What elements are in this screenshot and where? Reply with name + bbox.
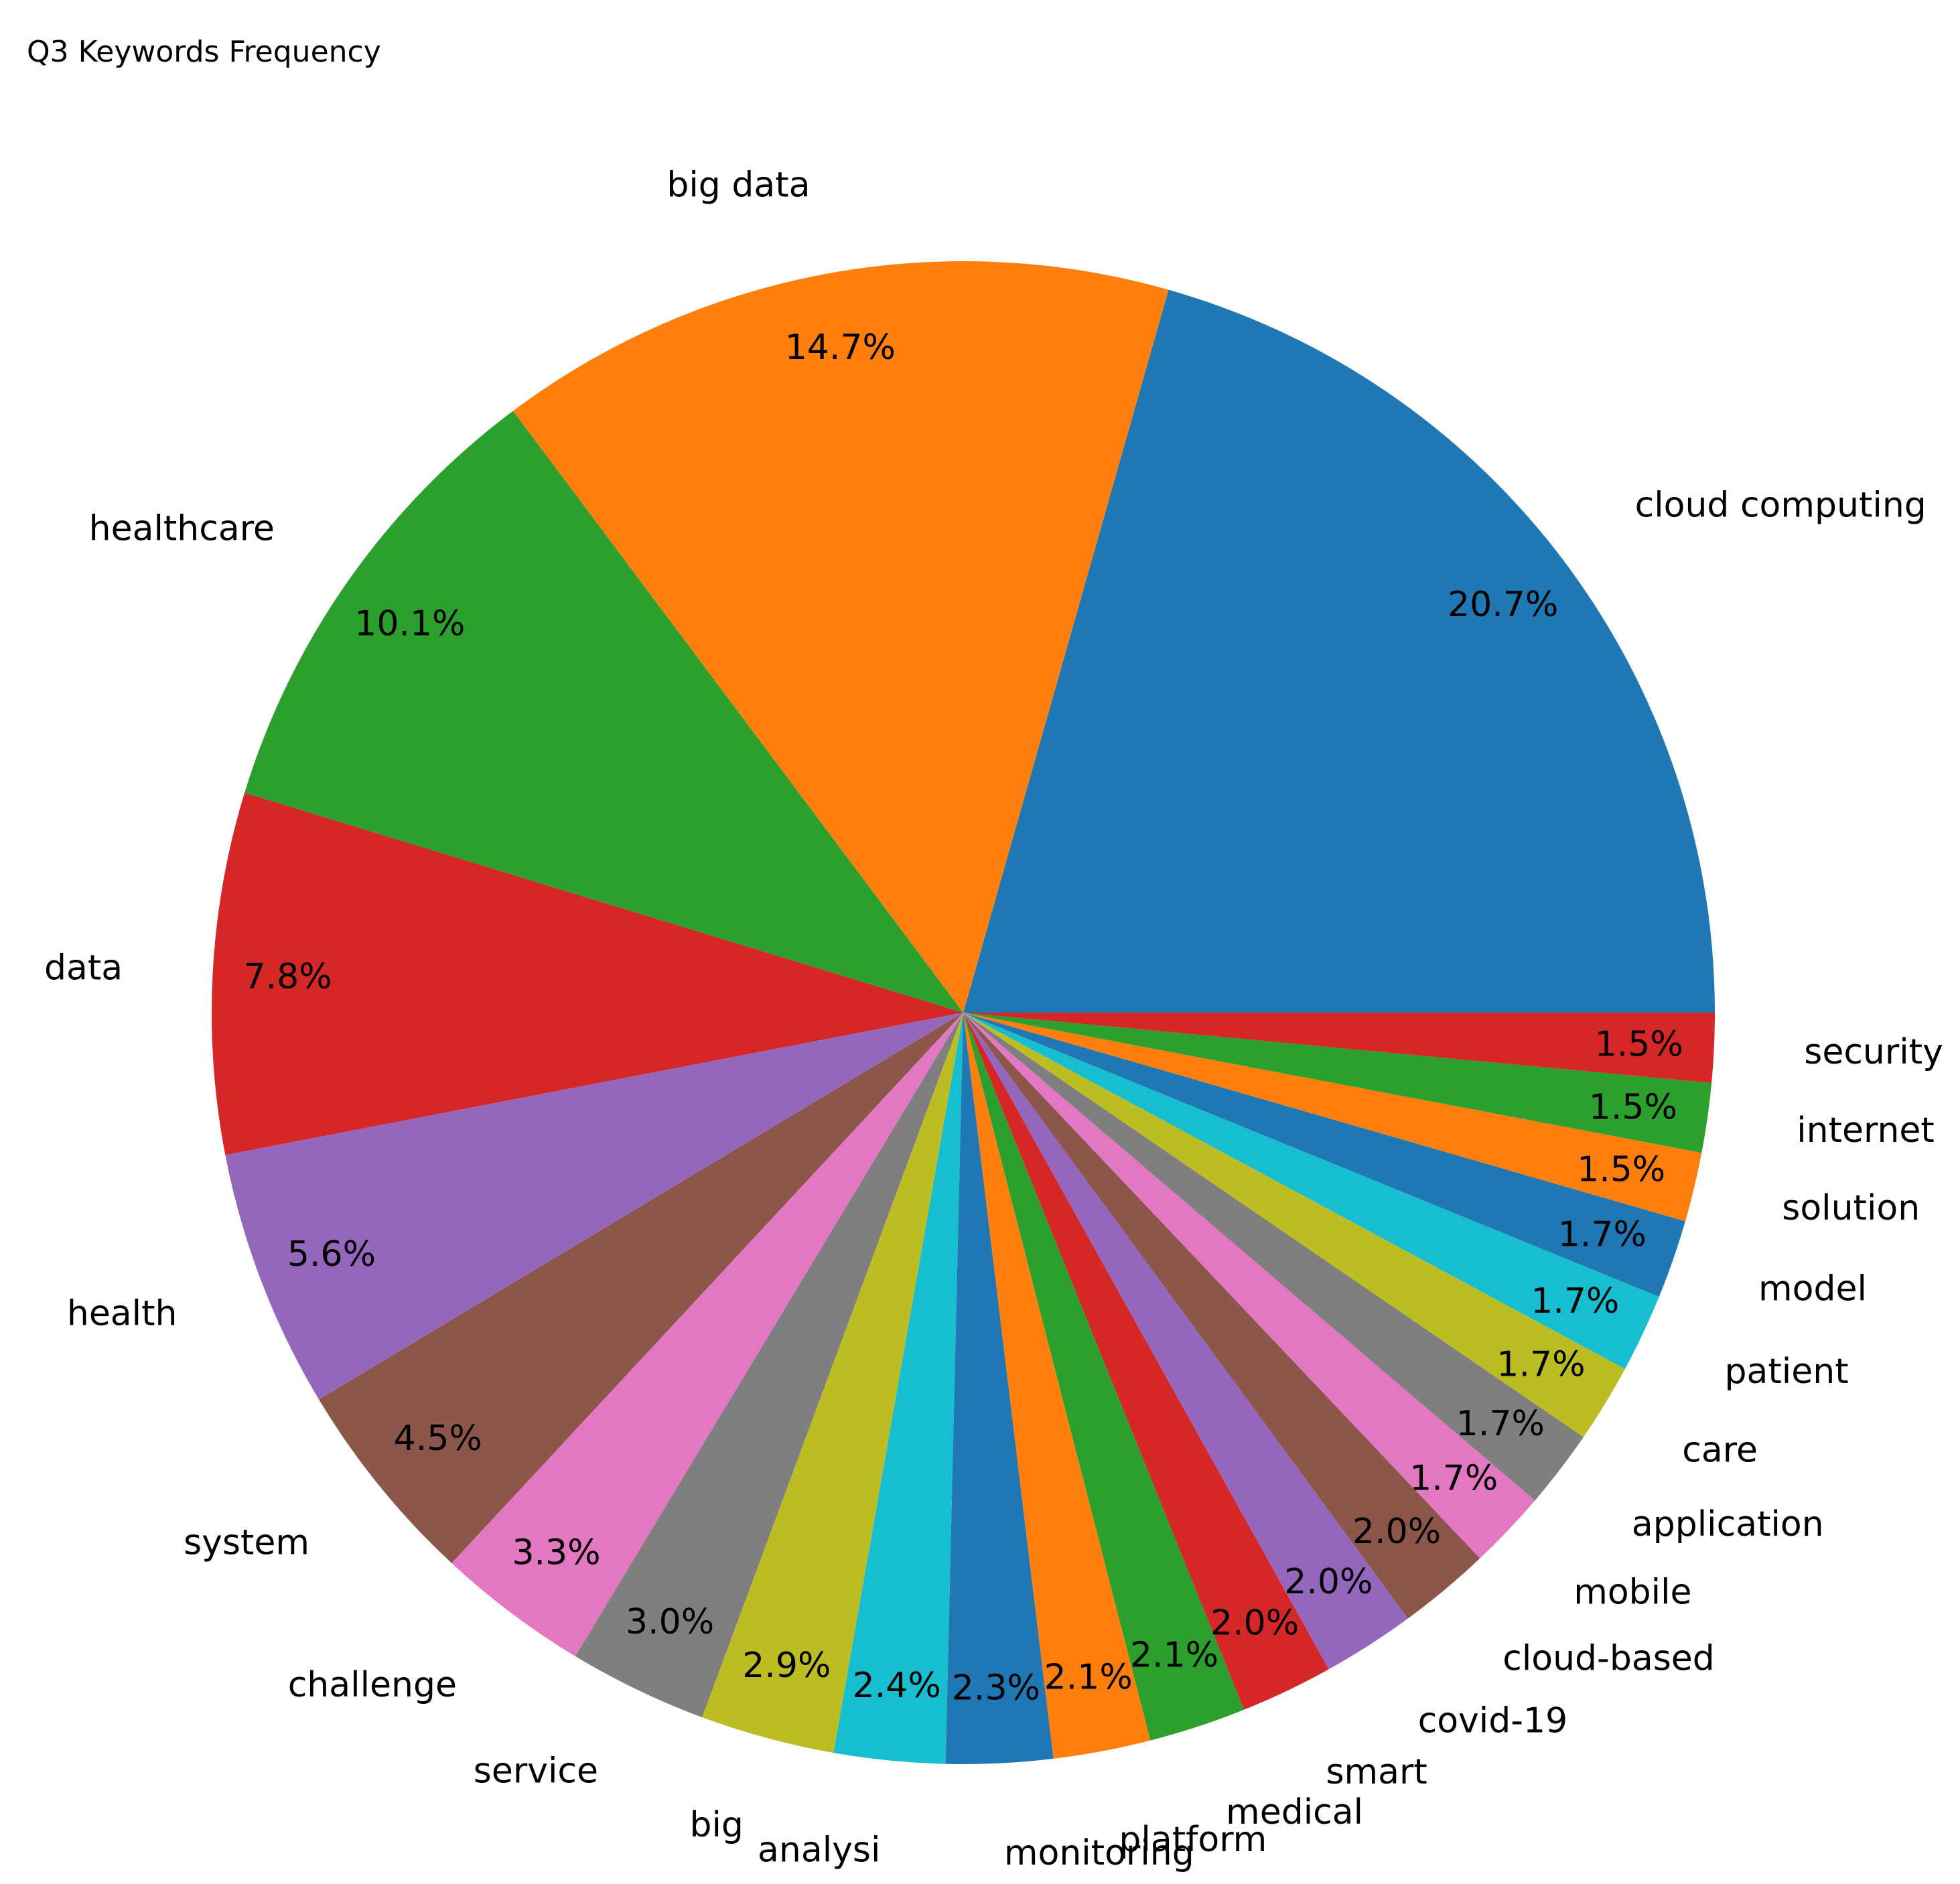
slice-category-label: monitoring [1004,1833,1194,1873]
pie-slice-internet [963,1013,1712,1153]
pie-slice-platform [963,1013,1151,1759]
slice-category-label: patient [1725,1352,1849,1392]
pie-slices [212,261,1715,1764]
pie-slice-patient [963,1013,1659,1369]
pie-slice-health [225,1013,963,1400]
slice-percent-label: 2.1% [1044,1657,1133,1697]
slice-category-label: challenge [288,1665,457,1705]
pie-labels: 20.7% cloud computing 14.7% big data 10.1% he… [44,165,1943,1873]
slice-category-label: big [689,1805,743,1845]
slice-percent-label: 2.9% [742,1646,831,1686]
slice-category-label: big data [667,165,810,205]
slice-category-label: solution [1782,1188,1920,1228]
pie-slice-solution [963,1013,1702,1222]
slice-category-label: service [474,1751,598,1791]
slice-percent-label: 2.4% [853,1666,941,1706]
slice-percent-label: 2.0% [1284,1562,1373,1602]
slice-category-label: cloud computing [1635,485,1927,525]
slice-category-label: cloud-based [1502,1639,1715,1679]
slice-category-label: data [44,948,123,988]
slice-category-label: analysi [758,1830,880,1871]
pie-slice-mobile [963,1013,1535,1559]
slice-percent-label: 2.0% [1352,1512,1441,1552]
pie-slice-big [702,1013,963,1753]
slice-percent-label: 1.5% [1577,1150,1665,1190]
pie-slice-application [963,1013,1584,1501]
slice-percent-label: 4.5% [394,1419,482,1459]
pie-slice-security [963,1013,1715,1084]
slice-category-label: healthcare [89,508,275,549]
pie-slice-cloud-computing [963,289,1715,1013]
slice-percent-label: 1.5% [1589,1088,1677,1128]
slice-category-label: platform [1119,1820,1267,1860]
pie-slice-big-data [512,261,1169,1013]
pie-slice-medical [963,1013,1245,1741]
pie-slice-cloud-based [963,1013,1480,1619]
pie-slice-system [319,1013,963,1563]
slice-category-label: mobile [1573,1572,1691,1612]
slice-percent-label: 2.1% [1130,1635,1218,1675]
slice-percent-label: 3.3% [512,1533,600,1573]
slice-category-label: system [184,1523,309,1563]
pie-slice-challenge [451,1013,963,1656]
slice-category-label: internet [1797,1110,1935,1151]
slice-category-label: smart [1326,1752,1427,1792]
slice-percent-label: 10.1% [354,603,465,644]
slice-percent-label: 2.0% [1210,1603,1299,1643]
slice-percent-label: 1.7% [1531,1281,1619,1321]
slice-percent-label: 7.8% [244,956,332,997]
slice-category-label: health [67,1293,178,1333]
slice-percent-label: 2.3% [952,1668,1040,1709]
slice-percent-label: 1.7% [1456,1404,1545,1444]
slice-category-label: security [1804,1032,1943,1072]
slice-percent-label: 1.5% [1595,1024,1683,1064]
pie-slice-smart [963,1013,1329,1710]
pie-slice-covid-19 [963,1013,1408,1670]
slice-category-label: covid-19 [1418,1701,1568,1741]
slice-percent-label: 1.7% [1409,1458,1498,1498]
slice-percent-label: 14.7% [785,328,896,368]
pie-slice-analysi [833,1013,963,1764]
slice-category-label: medical [1226,1792,1363,1832]
slice-percent-label: 1.7% [1558,1214,1647,1254]
pie-slice-care [963,1013,1625,1437]
pie-slice-healthcare [244,411,963,1013]
pie-slice-service [575,1013,963,1718]
pie-slice-data [212,792,963,1155]
slice-category-label: model [1758,1269,1867,1309]
chart-title: Q3 Keywords Frequency [27,35,381,69]
pie-slice-model [963,1013,1685,1297]
slice-percent-label: 3.0% [626,1602,714,1642]
slice-category-label: application [1632,1504,1824,1544]
pie-slice-monitoring [945,1013,1054,1764]
slice-percent-label: 5.6% [287,1234,376,1275]
slice-category-label: care [1682,1431,1758,1471]
slice-percent-label: 1.7% [1496,1344,1585,1384]
slice-percent-label: 20.7% [1448,585,1558,625]
